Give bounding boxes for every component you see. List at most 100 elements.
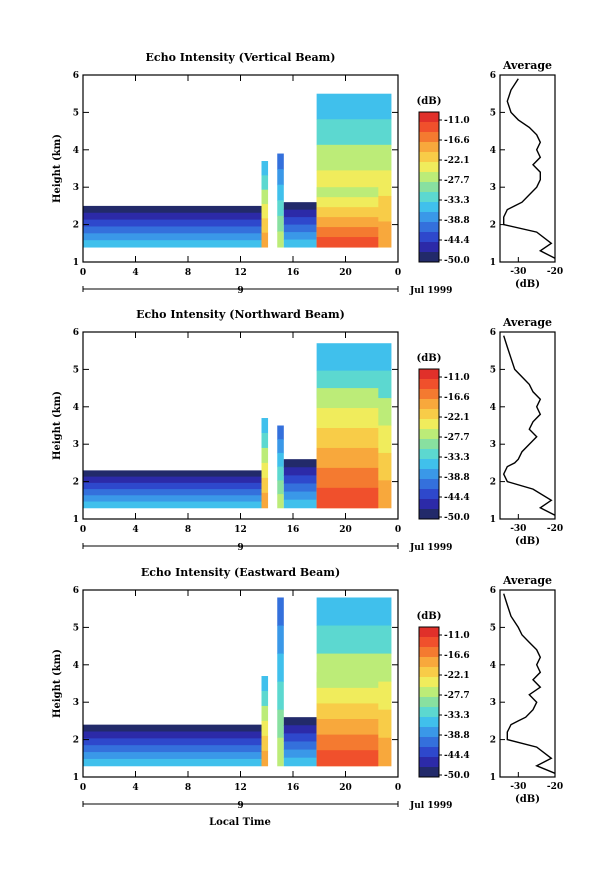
average-title: Average	[502, 59, 552, 72]
average-panel: Average 1 2 3 4 5 6 -30 -20 (dB)	[490, 316, 563, 547]
heatmap-cell	[83, 738, 262, 746]
heatmap-cell	[261, 189, 269, 205]
colorbar-swatch	[419, 667, 439, 678]
heatmap-cell	[316, 487, 379, 509]
heatmap-cell	[261, 750, 269, 767]
heatmap-cell	[316, 625, 392, 655]
colorbar-tick-label: -16.6	[444, 651, 470, 661]
y-tick-label: 5	[490, 108, 496, 118]
y-tick-label: 1	[490, 515, 496, 525]
y-tick-label: 1	[73, 773, 79, 783]
heatmap-cell	[261, 735, 269, 752]
colorbar-tick-label: -33.3	[444, 711, 470, 721]
colorbar-unit: (dB)	[417, 353, 442, 364]
y-tick-label: 5	[490, 623, 496, 633]
heatmap-cell	[277, 169, 284, 186]
heatmap-cell	[83, 495, 262, 503]
heatmap-cell	[261, 218, 269, 234]
heatmap-cell	[283, 467, 317, 476]
y-tick-label: 4	[73, 661, 79, 671]
heatmap-cell	[283, 209, 317, 218]
x-tick-label: -20	[547, 782, 563, 792]
plot-title: Echo Intensity (Eastward Beam)	[141, 566, 340, 579]
colorbar-swatch	[419, 459, 439, 470]
x-tick-label: -30	[510, 524, 526, 534]
heatmap-cell	[316, 427, 379, 449]
colorbar-swatch	[419, 499, 439, 510]
heatmap-cell	[83, 219, 262, 227]
colorbar-tick-label: -22.1	[444, 671, 470, 681]
heatmap-cell	[277, 215, 284, 232]
heatmap-cell	[316, 687, 379, 704]
colorbar-swatch	[419, 152, 439, 163]
x-tick-label: 16	[287, 268, 300, 278]
average-profile-line	[503, 593, 556, 774]
colorbar-swatch	[419, 132, 439, 143]
colorbar-tick-label: -22.1	[444, 413, 470, 423]
colorbar-tick-label: -50.0	[444, 513, 470, 523]
heatmap-cell	[283, 202, 317, 211]
heatmap-cell	[277, 625, 284, 655]
average-x-label: (dB)	[515, 536, 540, 547]
heatmap-cell	[316, 467, 379, 489]
y-tick-label: 4	[490, 661, 496, 671]
y-tick-label: 6	[490, 71, 496, 81]
heatmap-cell	[316, 227, 379, 238]
x-tick-label: 0	[395, 783, 401, 793]
colorbar-tick-label: -16.6	[444, 136, 470, 146]
y-axis-label: Height (km)	[52, 649, 63, 718]
heatmap-cell	[277, 452, 284, 468]
colorbar-tick-label: -11.0	[444, 373, 470, 383]
average-panel: Average 1 2 3 4 5 6 -30 -20 (dB)	[490, 59, 563, 290]
colorbar-unit: (dB)	[417, 96, 442, 107]
heatmap-cell	[316, 144, 392, 171]
colorbar-swatch	[419, 697, 439, 708]
y-tick-label: 4	[490, 403, 496, 413]
x-tick-label: 8	[185, 268, 191, 278]
y-tick-label: 4	[73, 146, 79, 156]
colorbar-tick-label: -38.8	[444, 473, 470, 483]
heatmap-cell	[316, 207, 379, 218]
y-tick-label: 6	[73, 328, 79, 338]
heatmap-cell	[283, 733, 317, 742]
y-tick-label: 2	[490, 221, 496, 231]
heatmap-cell	[261, 462, 269, 479]
heatmap-cell	[316, 197, 379, 208]
colorbar-swatch	[419, 469, 439, 480]
y-tick-label: 3	[490, 440, 496, 450]
heatmap-cell	[83, 758, 262, 767]
colorbar-swatch	[419, 202, 439, 213]
heatmap-cell	[283, 499, 317, 509]
colorbar-swatch	[419, 627, 439, 638]
heatmap-cell	[316, 119, 392, 146]
heatmap-cell	[83, 745, 262, 753]
panel-1: Echo Intensity (Vertical Beam)123456Heig…	[52, 51, 563, 296]
heatmap-cell	[277, 653, 284, 683]
heatmap-cell	[83, 482, 262, 490]
x-axis-title: Local Time	[209, 817, 271, 828]
x-tick-label: 12	[234, 783, 247, 793]
colorbar-tick-label: -50.0	[444, 771, 470, 781]
colorbar-swatch	[419, 647, 439, 658]
colorbar-swatch	[419, 449, 439, 460]
heatmap-cell	[277, 597, 284, 627]
colorbar-tick-label: -33.3	[444, 196, 470, 206]
x-tick-label: 20	[339, 783, 352, 793]
y-tick-label: 5	[73, 365, 79, 375]
x-tick-label: 4	[132, 783, 138, 793]
colorbar-tick-label: -44.4	[444, 751, 470, 761]
day-label: 9	[237, 801, 243, 811]
colorbar-swatch	[419, 242, 439, 253]
colorbar-frame	[418, 368, 440, 520]
heatmap-cells	[83, 93, 392, 248]
average-title: Average	[502, 316, 552, 329]
average-frame	[499, 589, 556, 778]
colorbar-swatch	[419, 232, 439, 243]
heatmap-cell	[283, 749, 317, 759]
heatmap-cell	[261, 690, 269, 707]
heatmap-cell	[316, 750, 379, 767]
colorbar-swatch	[419, 757, 439, 768]
y-tick-label: 3	[73, 183, 79, 193]
plot-title: Echo Intensity (Vertical Beam)	[145, 51, 335, 64]
colorbar-swatch	[419, 172, 439, 183]
